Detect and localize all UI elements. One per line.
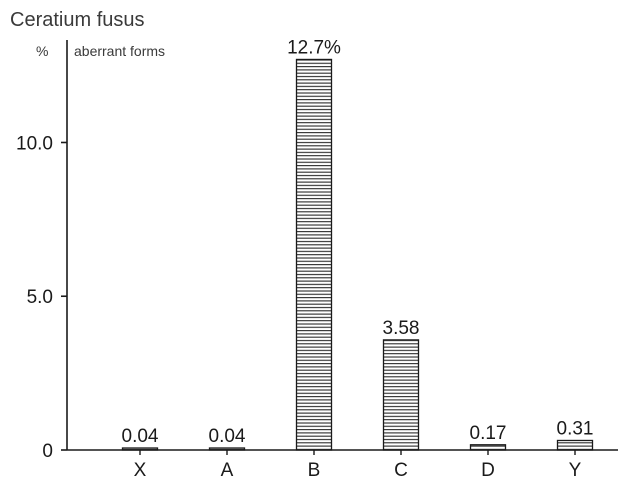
y-tick-label: 0 bbox=[42, 441, 53, 462]
y-axis-label: aberrant forms bbox=[74, 43, 165, 59]
chart-title: Ceratium fusus bbox=[10, 9, 145, 31]
y-tick-label: 10.0 bbox=[16, 133, 53, 154]
data-label-b: 12.7% bbox=[287, 37, 341, 58]
data-label-c: 3.58 bbox=[383, 318, 420, 339]
bar-a bbox=[208, 447, 246, 451]
data-label-a: 0.04 bbox=[209, 426, 246, 447]
category-label-x: X bbox=[134, 460, 147, 481]
bar-d bbox=[469, 444, 507, 451]
bar-labels: 0.04 X 0.04 A 12.7% B 3.58 C 0.17 D 0.31 Y bbox=[122, 37, 594, 481]
data-label-y: 0.31 bbox=[557, 418, 594, 439]
category-label-d: D bbox=[481, 460, 495, 481]
category-label-b: B bbox=[308, 460, 321, 481]
category-label-c: C bbox=[394, 460, 408, 481]
data-label-d: 0.17 bbox=[470, 423, 507, 444]
category-label-y: Y bbox=[569, 460, 582, 481]
bar-c bbox=[382, 339, 420, 451]
category-label-a: A bbox=[221, 460, 234, 481]
data-label-x: 0.04 bbox=[122, 426, 159, 447]
y-ticks: 0 5.0 10.0 bbox=[16, 133, 67, 462]
y-tick-label: 5.0 bbox=[27, 287, 53, 308]
bar-y bbox=[556, 439, 594, 451]
bar-x bbox=[121, 447, 159, 451]
y-axis-unit: % bbox=[36, 43, 48, 59]
bars bbox=[121, 58, 594, 455]
bar-b bbox=[295, 58, 333, 451]
